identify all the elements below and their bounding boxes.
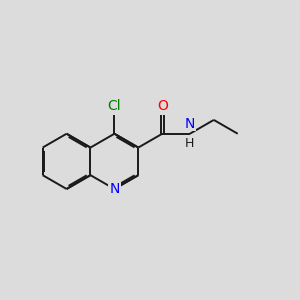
Text: H: H [185, 137, 195, 150]
Text: Cl: Cl [108, 99, 121, 113]
Text: N: N [185, 117, 195, 131]
Text: O: O [157, 99, 168, 113]
Text: N: N [109, 182, 120, 196]
